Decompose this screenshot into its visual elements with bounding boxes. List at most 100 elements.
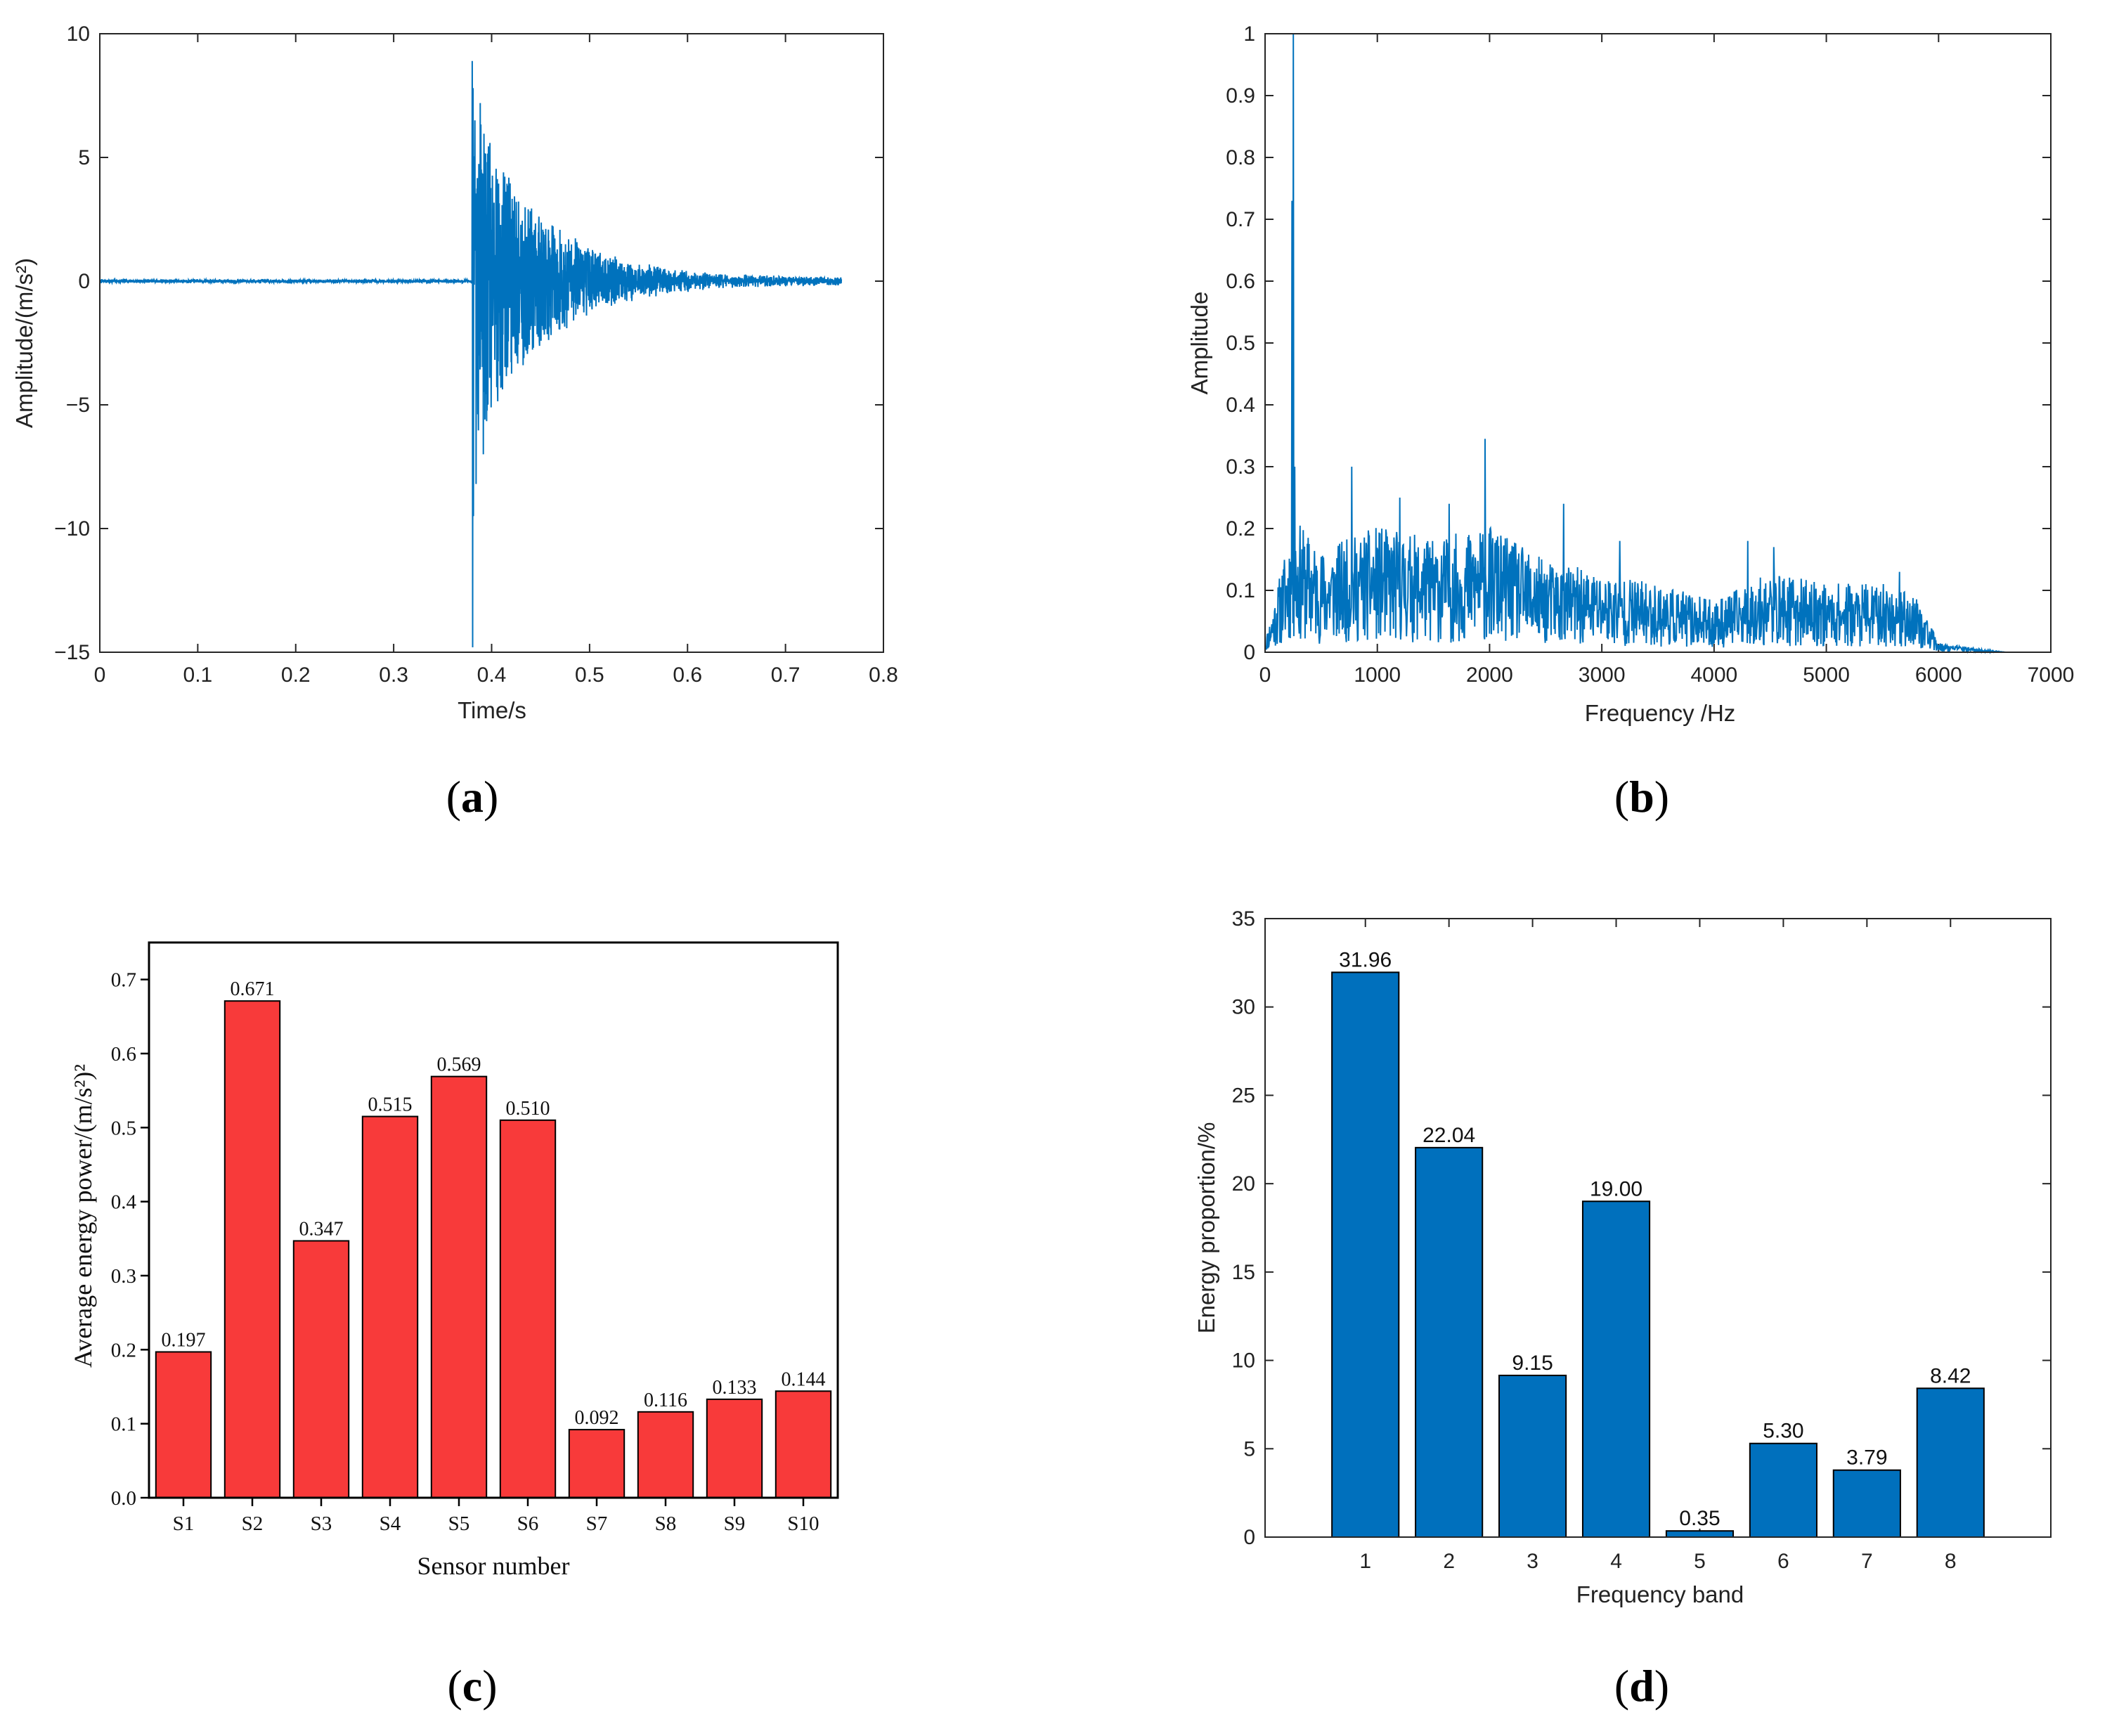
- panel-c-value-label: 0.133: [713, 1377, 757, 1399]
- panel-c-ticks: [141, 978, 805, 1506]
- panel-b-ytick-label: 0.7: [1226, 208, 1255, 231]
- panel-c-value-label: 0.510: [506, 1098, 550, 1120]
- panel-d-ytick-label: 5: [1243, 1437, 1255, 1460]
- panel-b-spectrum-line: [1264, 33, 2007, 655]
- panel-d-bar: [1749, 1442, 1817, 1539]
- panel-c: S1 S2 S3 S4 S5 S6 S7 S8 S9 S10 0.0 0.1 0.2 0.3 0.4 0.5…: [69, 941, 839, 1711]
- panel-b-label: (b): [1614, 772, 1669, 822]
- panel-a-frame: [99, 33, 884, 653]
- panel-d-value-label: 19.00: [1590, 1177, 1642, 1200]
- panel-d-bar: [1498, 1374, 1567, 1539]
- panel-d-xtick-label: 3: [1527, 1550, 1538, 1573]
- panel-d-value-label: 22.04: [1423, 1124, 1475, 1147]
- panel-b-ytick-label: 0.4: [1226, 394, 1255, 417]
- panel-c-value-label: 0.569: [437, 1054, 481, 1076]
- panel-d-value-label: 3.79: [1846, 1446, 1887, 1470]
- panel-a-xtick-label: 0.3: [379, 663, 408, 687]
- panel-c-ytick-label: 0.1: [111, 1413, 136, 1436]
- panel-d-value-label: 5.30: [1763, 1420, 1803, 1443]
- panel-c-xtick-label: S7: [586, 1512, 608, 1535]
- panel-c-xtick-label: S2: [242, 1512, 264, 1535]
- panel-c-bar: [155, 1351, 212, 1498]
- panel-b-ytick-label: 0.1: [1226, 579, 1255, 602]
- panel-c-xtick-label: S4: [380, 1512, 401, 1535]
- panel-a-label-letter: a: [461, 772, 484, 822]
- panel-b-ytick-labels: 0 0.1 0.2 0.3 0.4 0.5 0.6 0.7 0.8 0.9 1: [1226, 22, 1255, 664]
- panel-c-value-label: 0.197: [162, 1329, 206, 1351]
- panel-d-ytick-label: 35: [1232, 907, 1255, 931]
- panel-a-ytick-label: −15: [54, 641, 90, 664]
- panel-b: 0 1000 2000 3000 4000 5000 6000 7000 0 0.1 0.2 0.3…: [1186, 22, 2074, 822]
- panel-b-ytick-label: 0.8: [1226, 146, 1255, 169]
- panel-d-ylabel: Energy proportion/%: [1193, 1122, 1219, 1334]
- panel-a-ytick-label: −5: [66, 394, 90, 417]
- panel-c-value-label: 0.347: [299, 1218, 344, 1240]
- panel-d-ytick-label: 0: [1243, 1526, 1255, 1549]
- panel-a-xlabel: Time/s: [458, 697, 526, 723]
- panel-a-xtick-label: 0.6: [673, 663, 702, 687]
- panel-d-ytick-label: 25: [1232, 1084, 1255, 1107]
- panel-b-xtick-label: 5000: [1803, 663, 1850, 687]
- panel-b-ytick-label: 0.3: [1226, 455, 1255, 479]
- panel-d-ytick-labels: 0 5 10 15 20 25 30 35: [1232, 907, 1255, 1549]
- panel-d-ytick-label: 10: [1232, 1349, 1255, 1373]
- panel-c-ytick-label: 0.2: [111, 1339, 136, 1361]
- panel-c-ytick-label: 0.4: [111, 1191, 137, 1214]
- panel-d-xtick-label: 7: [1861, 1550, 1873, 1573]
- panel-d-bar: [1331, 971, 1400, 1539]
- panel-b-ticks: [1264, 33, 2052, 653]
- panel-c-ytick-label: 0.7: [111, 969, 136, 992]
- panel-a-ytick-label: 5: [78, 146, 90, 169]
- panel-b-ytick-label: 1: [1243, 22, 1255, 46]
- panel-c-xtick-label: S10: [787, 1512, 819, 1535]
- panel-b-xtick-labels: 0 1000 2000 3000 4000 5000 6000 7000: [1259, 663, 2075, 687]
- panel-a-xtick-label: 0.5: [575, 663, 604, 687]
- panel-c-value-label: 0.515: [368, 1094, 413, 1116]
- panel-b-label-letter: b: [1629, 772, 1654, 822]
- panel-c-xtick-label: S5: [448, 1512, 470, 1535]
- panel-c-bar: [637, 1411, 694, 1499]
- panel-b-xtick-label: 4000: [1690, 663, 1737, 687]
- panel-d-value-label: 0.35: [1679, 1507, 1720, 1530]
- panel-b-frame: [1264, 33, 2052, 653]
- panel-c-bar: [568, 1429, 626, 1499]
- panel-d-xtick-label: 2: [1443, 1550, 1455, 1573]
- panel-c-bar: [361, 1115, 419, 1498]
- panel-d-bar: [1665, 1530, 1735, 1538]
- panel-c-frame: [148, 941, 839, 1499]
- panel-b-ytick-label: 0.9: [1226, 84, 1255, 108]
- panel-c-bars: [155, 1000, 832, 1499]
- panel-c-bar: [430, 1075, 488, 1498]
- panel-c-bar: [775, 1390, 832, 1498]
- panel-a-ytick-label: 10: [67, 22, 90, 46]
- panel-c-xtick-labels: S1 S2 S3 S4 S5 S6 S7 S8 S9 S10: [173, 1512, 819, 1535]
- panel-a-xtick-label: 0.2: [281, 663, 311, 687]
- panel-b-xtick-label: 3000: [1579, 663, 1626, 687]
- panel-d-xlabel: Frequency band: [1576, 1581, 1744, 1607]
- panel-c-bar: [292, 1240, 350, 1498]
- panel-d-value-label: 8.42: [1930, 1364, 1971, 1387]
- panel-d-bar: [1415, 1146, 1484, 1538]
- panel-a-ytick-labels: 10 5 0 −5 −10 −15: [54, 22, 90, 664]
- panel-c-xtick-label: S8: [655, 1512, 677, 1535]
- panel-b-xtick-label: 0: [1259, 663, 1271, 687]
- panel-a-xtick-label: 0: [94, 663, 106, 687]
- panel-c-xtick-label: S3: [311, 1512, 332, 1535]
- panel-b-ytick-label: 0.5: [1226, 332, 1255, 355]
- panel-a-ylabel: Amplitude/(m/s²): [11, 258, 37, 428]
- panel-d-xtick-label: 6: [1777, 1550, 1789, 1573]
- panel-a-xtick-label: 0.7: [771, 663, 801, 687]
- panel-d-xtick-label: 1: [1359, 1550, 1371, 1573]
- panel-a-xtick-label: 0.1: [183, 663, 213, 687]
- panel-c-value-labels: 0.197 0.671 0.347 0.515 0.569 0.510 0.092 0.116…: [162, 978, 826, 1429]
- panel-d-label-letter: d: [1629, 1661, 1654, 1711]
- panel-a-xtick-labels: 0 0.1 0.2 0.3 0.4 0.5 0.6 0.7 0.8: [94, 663, 898, 687]
- panel-d-value-label: 31.96: [1339, 948, 1392, 971]
- panel-c-value-label: 0.092: [575, 1407, 619, 1429]
- panel-b-ytick-label: 0.6: [1226, 270, 1255, 293]
- panel-a-label: (a): [446, 772, 499, 822]
- panel-a: 0 0.1 0.2 0.3 0.4 0.5 0.6 0.7 0.8 10 5 0 −5 −10 −15 T…: [11, 22, 898, 822]
- panel-d: 1 2 3 4 5 6 7 8 0 5 10 15 20 25 30 35 31.96 22.04 9.15 19…: [1193, 907, 2052, 1711]
- panel-d-xtick-label: 8: [1945, 1550, 1957, 1573]
- panel-b-xlabel: Frequency /Hz: [1585, 700, 1736, 726]
